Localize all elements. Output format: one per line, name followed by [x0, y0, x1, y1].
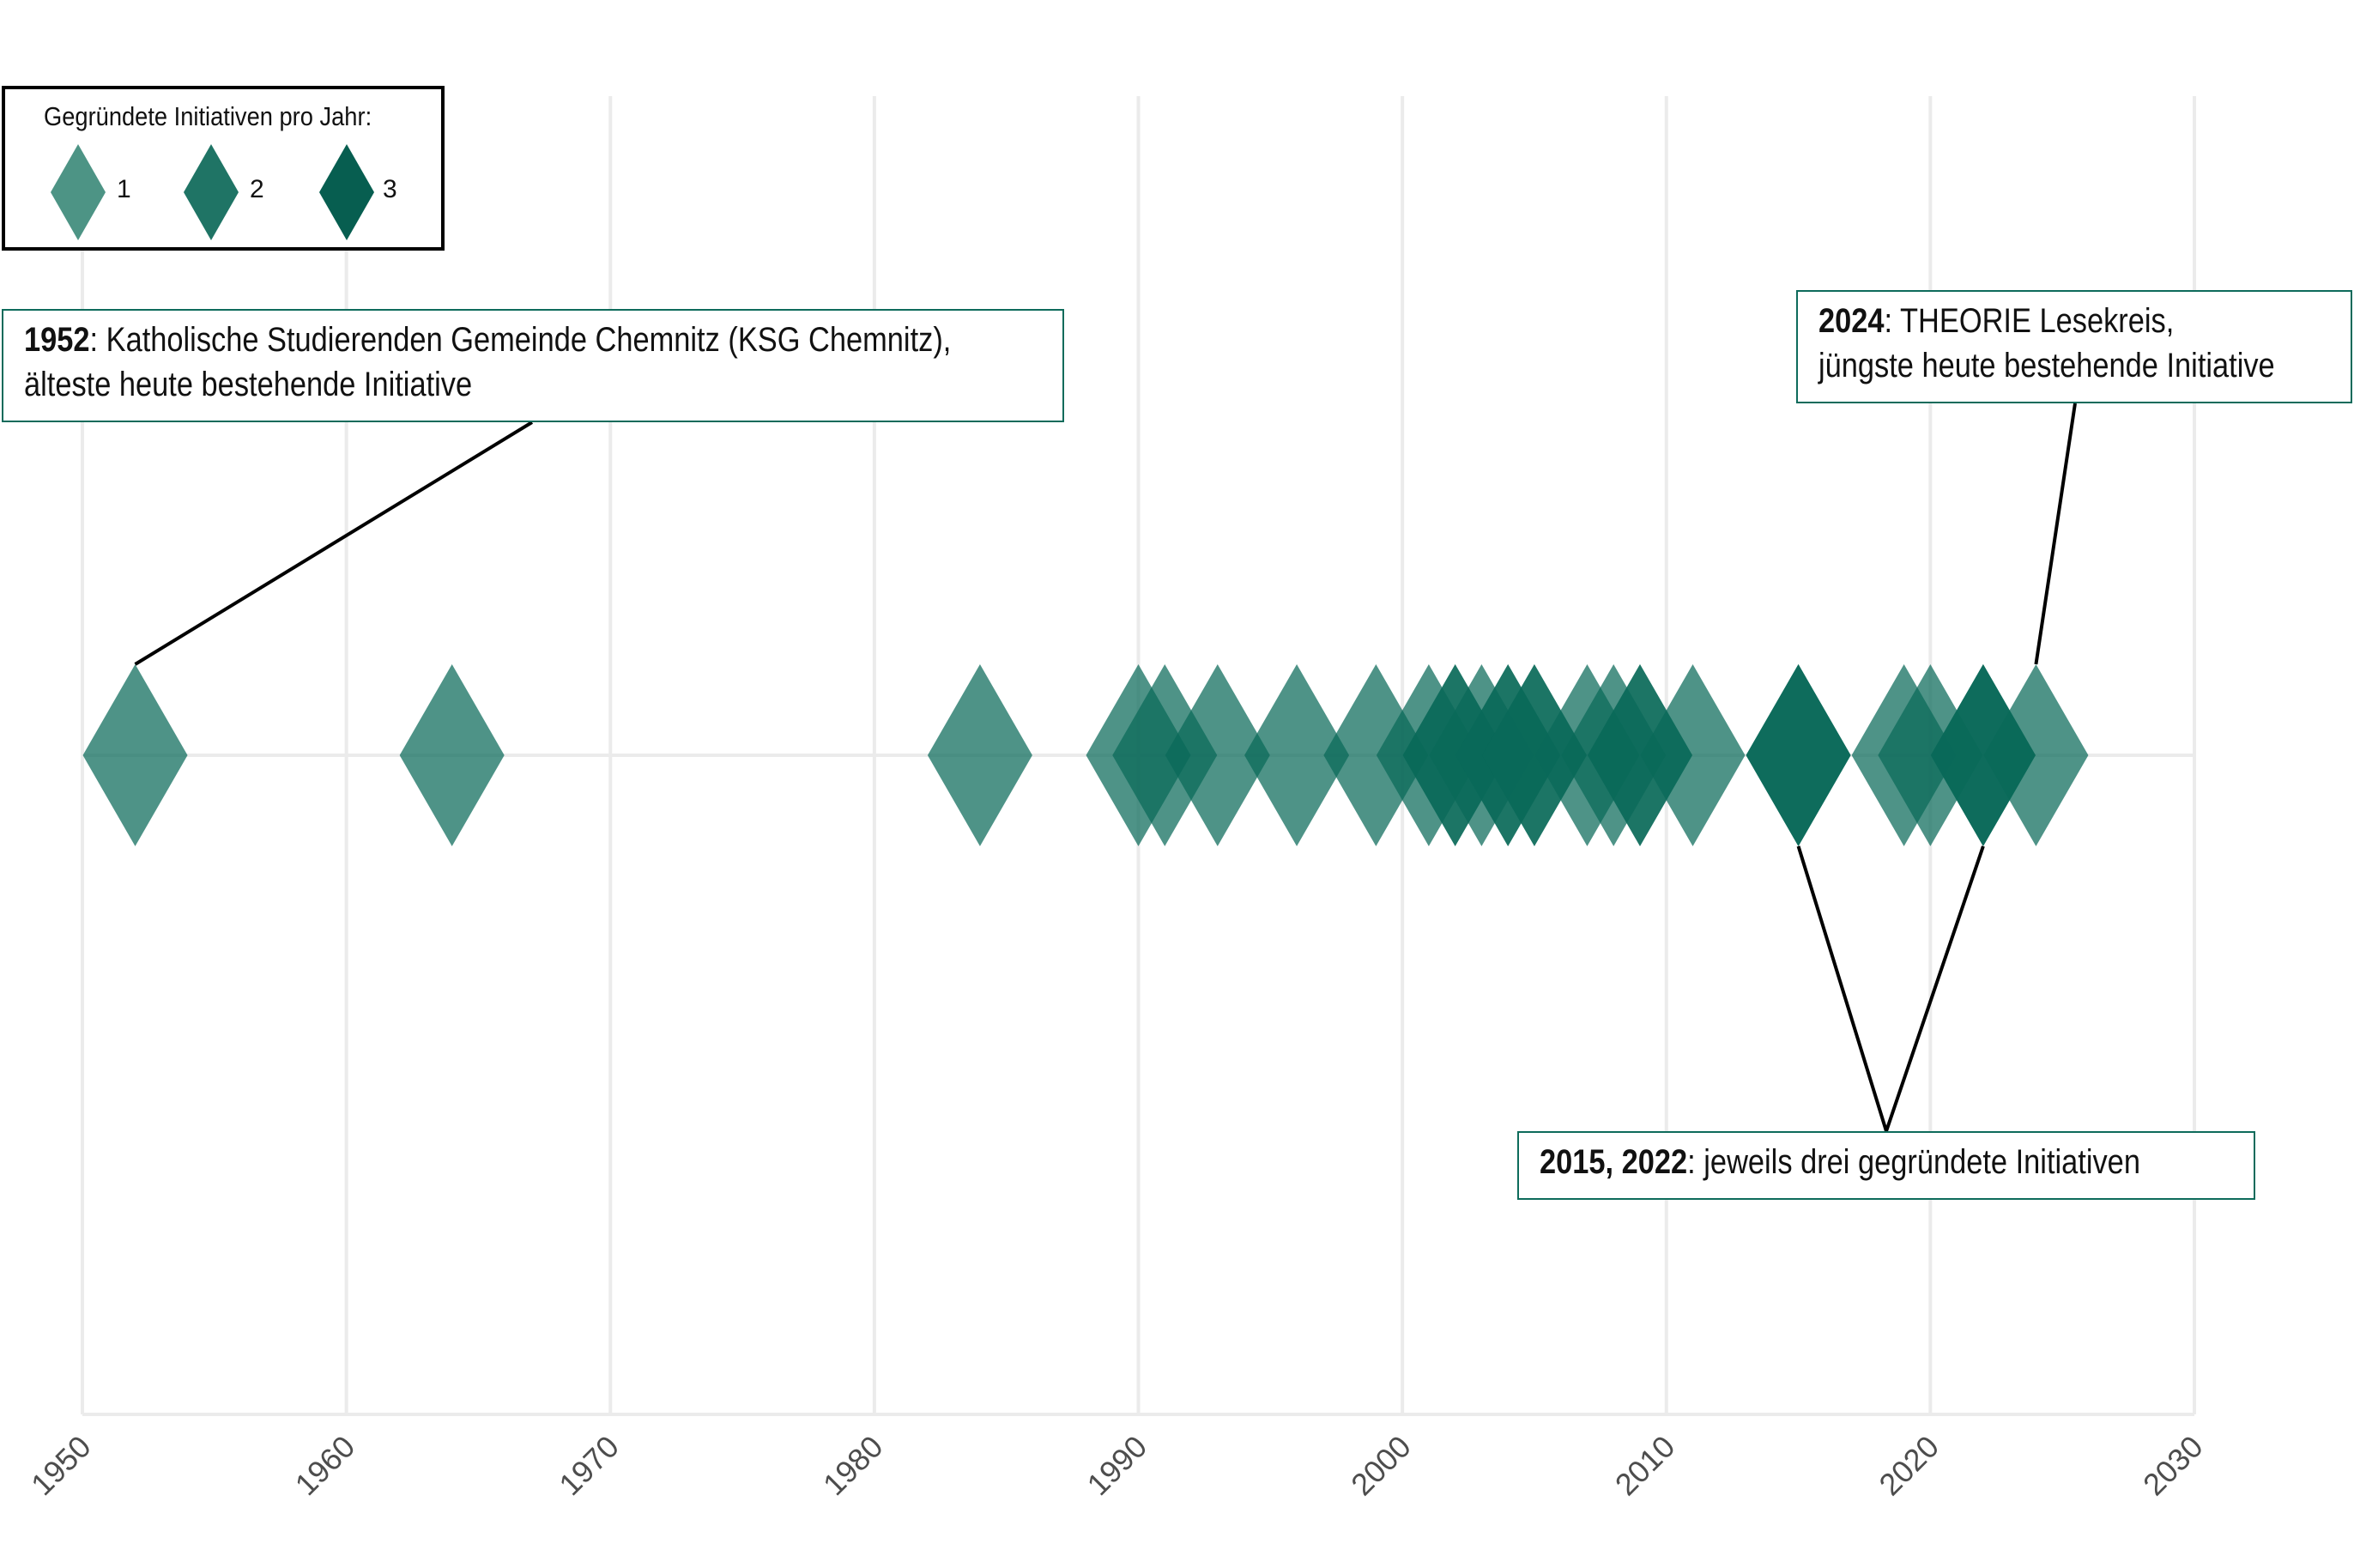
annotation-1952: 1952: Katholische Studierenden Gemeinde …	[2, 309, 1064, 422]
annotation-1952-line2: älteste heute bestehende Initiative	[24, 366, 473, 403]
annotation-2024: 2024: THEORIE Lesekreis, jüngste heute b…	[1796, 290, 2352, 403]
annotation-2024-line1: : THEORIE Lesekreis,	[1884, 302, 2175, 340]
x-tick-label-1970: 1970	[552, 1429, 626, 1503]
x-tick-label-2000: 2000	[1344, 1429, 1418, 1503]
x-tick-label-2020: 2020	[1872, 1429, 1946, 1503]
legend-label-1: 1	[117, 175, 131, 203]
annotation-2024-line2: jüngste heute bestehende Initiative	[1818, 347, 2275, 384]
diamond-1984-1	[927, 664, 1032, 846]
x-tick-label-1950: 1950	[24, 1429, 98, 1503]
diamond-1996-1	[1244, 664, 1350, 846]
legend: Gegründete Initiativen pro Jahr: 1 2 3	[2, 86, 445, 251]
x-tick-label-2010: 2010	[1608, 1429, 1682, 1503]
diamond-2022-3	[1930, 664, 2036, 846]
x-tick-label-1960: 1960	[288, 1429, 362, 1503]
x-tick-label-1980: 1980	[816, 1429, 890, 1503]
annotation-2024-year: 2024	[1818, 302, 1885, 340]
diamond-2011-1	[1640, 664, 1746, 846]
legend-diamond-3	[319, 144, 374, 240]
diamond-1952-1	[82, 664, 188, 846]
x-axis-tick-labels: 1950 1960 1970 1980 1990 2000 2010 2020 2030	[24, 1429, 2210, 1503]
legend-swatches	[51, 144, 374, 240]
legend-title: Gegründete Initiativen pro Jahr:	[44, 101, 372, 131]
x-tick-label-2030: 2030	[2136, 1429, 2210, 1503]
connector-2015-2022	[1796, 845, 1985, 1137]
annotation-2015-2022: 2015, 2022: jeweils drei gegründete Init…	[1517, 1131, 2255, 1200]
legend-diamond-2	[184, 144, 239, 240]
connector-1952	[134, 421, 534, 666]
diamond-2020-1	[1878, 664, 1983, 846]
legend-label-3: 3	[383, 175, 397, 203]
diamond-1991-1	[1112, 664, 1218, 846]
diamond-2005-2	[1481, 664, 1587, 846]
legend-diamond-1	[51, 144, 106, 240]
diamond-2024-1	[1983, 664, 2089, 846]
connector-2024	[2034, 403, 2077, 665]
annotation-2015-line1: : jeweils drei gegründete Initiativen	[1687, 1143, 2140, 1181]
diamond-markers	[82, 664, 2089, 846]
x-tick-label-1990: 1990	[1080, 1429, 1154, 1503]
diamond-1964-1	[399, 664, 505, 846]
diamond-2009-2	[1587, 664, 1692, 846]
annotation-2015-year: 2015, 2022	[1540, 1143, 1688, 1181]
diamond-1993-1	[1165, 664, 1270, 846]
annotation-1952-line1: : Katholische Studierenden Gemeinde Chem…	[89, 321, 952, 359]
annotation-1952-year: 1952	[24, 321, 90, 359]
diamond-2015-3	[1746, 664, 1851, 846]
diamond-1999-1	[1323, 664, 1429, 846]
legend-label-2: 2	[250, 175, 264, 203]
